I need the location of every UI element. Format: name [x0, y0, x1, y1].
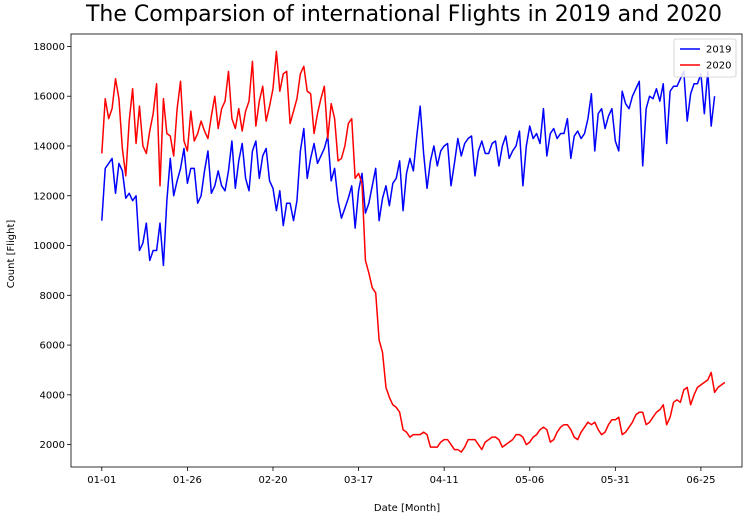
- plot-area: [70, 33, 743, 468]
- y-tick-label: 18000: [33, 42, 65, 53]
- y-tick-label: 12000: [33, 191, 65, 202]
- y-tick-label: 6000: [40, 341, 65, 352]
- y-axis-label: Count [Flight]: [6, 220, 17, 289]
- y-tick-label: 2000: [40, 440, 65, 451]
- x-tick-label: 06-25: [686, 475, 715, 486]
- y-tick-label: 10000: [33, 241, 65, 252]
- x-axis-label: Date [Month]: [374, 503, 440, 514]
- legend-label-2020: 2020: [706, 61, 731, 72]
- x-tick-label: 01-26: [173, 475, 202, 486]
- series-line-2020: [101, 50, 726, 453]
- legend-label-2019: 2019: [706, 45, 731, 56]
- x-tick-label: 03-17: [344, 475, 373, 486]
- x-tick-label: 04-11: [430, 475, 459, 486]
- chart-title: The Comparsion of international Flights …: [85, 2, 723, 27]
- series-line-2019: [101, 70, 716, 267]
- x-tick-label: 01-01: [87, 475, 116, 486]
- legend: 2019 2020: [673, 38, 737, 78]
- y-tick-label: 14000: [33, 141, 65, 152]
- x-tick-label: 02-20: [258, 475, 287, 486]
- y-tick-label: 16000: [33, 92, 65, 103]
- x-tick-label: 05-31: [601, 475, 630, 486]
- y-tick-label: 8000: [40, 291, 65, 302]
- x-tick-label: 05-06: [515, 475, 544, 486]
- y-tick-label: 4000: [40, 390, 65, 401]
